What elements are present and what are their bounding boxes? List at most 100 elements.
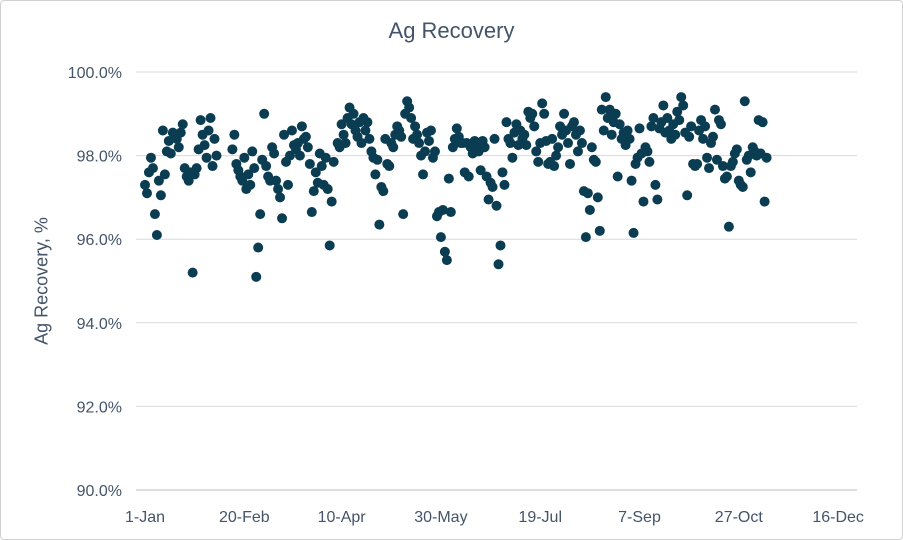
data-point — [155, 190, 166, 201]
data-point — [306, 207, 317, 218]
data-point — [286, 125, 297, 136]
data-point — [141, 188, 152, 199]
data-point — [259, 108, 270, 119]
data-point — [700, 121, 711, 132]
data-point — [249, 163, 260, 174]
data-point — [173, 142, 184, 153]
data-point — [199, 140, 210, 151]
data-point — [572, 146, 583, 157]
data-point — [565, 158, 576, 169]
data-point — [519, 129, 530, 140]
data-point — [678, 100, 689, 111]
data-point — [598, 125, 609, 136]
data-point — [692, 158, 703, 169]
data-point — [310, 167, 321, 178]
data-point — [704, 163, 715, 174]
data-point — [479, 142, 490, 153]
data-point — [445, 207, 456, 218]
data-point — [761, 152, 772, 163]
data-point — [531, 146, 542, 157]
data-point — [739, 96, 750, 107]
data-point — [527, 108, 538, 119]
data-point — [308, 186, 319, 197]
data-point — [227, 144, 238, 155]
data-point — [614, 119, 625, 130]
data-point — [622, 125, 633, 136]
data-point — [404, 102, 415, 113]
data-point — [493, 259, 504, 270]
data-point — [279, 129, 290, 140]
data-point — [582, 188, 593, 199]
data-point — [594, 225, 605, 236]
data-point — [707, 131, 718, 142]
data-point — [191, 163, 202, 174]
data-point — [670, 129, 681, 140]
data-point — [187, 267, 198, 278]
data-point — [163, 135, 174, 146]
data-point — [340, 138, 351, 149]
data-point — [650, 179, 661, 190]
data-point — [463, 171, 474, 182]
data-point — [149, 209, 160, 220]
data-point — [209, 133, 220, 144]
data-point — [451, 123, 462, 134]
data-point — [533, 156, 544, 167]
x-tick-label: 20-Feb — [219, 509, 270, 526]
data-point — [247, 146, 258, 157]
data-point — [606, 129, 617, 140]
data-point — [151, 230, 162, 241]
data-point — [638, 196, 649, 207]
data-point — [505, 138, 516, 149]
data-point — [406, 112, 417, 123]
data-point — [702, 152, 713, 163]
gridlines — [136, 71, 857, 491]
data-point — [175, 127, 186, 138]
data-points — [140, 92, 772, 282]
data-point — [686, 121, 697, 132]
data-point — [715, 119, 726, 130]
data-point — [271, 175, 282, 186]
data-point — [439, 246, 450, 257]
data-point — [443, 173, 454, 184]
data-point — [159, 169, 170, 180]
data-point — [711, 154, 722, 165]
data-point — [243, 169, 254, 180]
data-point — [717, 161, 728, 172]
x-tick-labels: 1-Jan 20-Feb 10-Apr 30-May 19-Jul 7-Sep 27-Oct… — [125, 509, 864, 526]
data-point — [316, 161, 327, 172]
data-point — [294, 150, 305, 161]
data-point — [348, 108, 359, 119]
data-point — [491, 200, 502, 211]
data-point — [207, 161, 218, 172]
y-tick-label: 92.0% — [77, 399, 122, 416]
x-tick-label: 30-May — [414, 509, 467, 526]
data-point — [304, 158, 315, 169]
data-point — [425, 125, 436, 136]
data-point — [322, 184, 333, 195]
data-point — [203, 125, 214, 136]
x-tick-label: 27-Oct — [715, 509, 764, 526]
y-tick-label: 96.0% — [77, 232, 122, 249]
data-point — [328, 156, 339, 167]
data-point — [682, 190, 693, 201]
y-tick-label: 100.0% — [68, 65, 122, 82]
data-point — [483, 194, 494, 205]
data-point — [414, 138, 425, 149]
data-point — [255, 209, 266, 220]
data-point — [429, 146, 440, 157]
data-point — [745, 167, 756, 178]
data-point — [592, 192, 603, 203]
data-point — [282, 179, 293, 190]
data-point — [648, 112, 659, 123]
data-point — [576, 138, 587, 149]
x-tick-label: 19-Jul — [518, 509, 562, 526]
y-tick-label: 90.0% — [77, 483, 122, 500]
data-point — [205, 112, 216, 123]
data-point — [251, 271, 262, 282]
data-point — [437, 204, 448, 215]
data-point — [624, 133, 635, 144]
data-point — [153, 175, 164, 186]
data-point — [412, 129, 423, 140]
data-point — [499, 179, 510, 190]
